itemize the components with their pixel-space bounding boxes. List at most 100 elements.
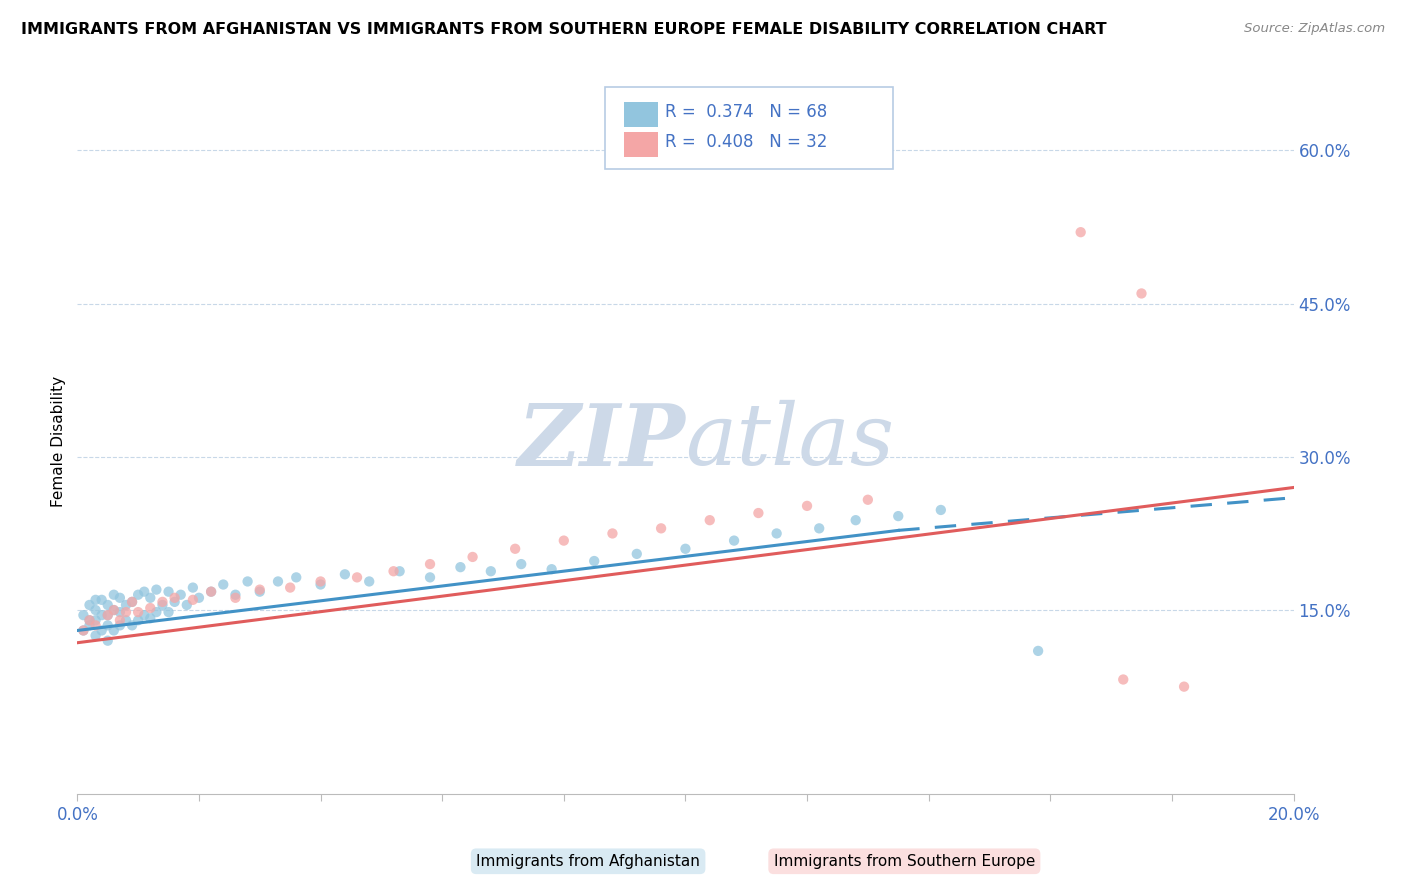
Point: [103, 588, 125, 602]
Point: [108, 613, 131, 627]
Point: [84, 629, 107, 643]
Point: [121, 595, 143, 609]
Point: [121, 618, 143, 632]
Point: [419, 570, 441, 584]
Point: [346, 570, 368, 584]
Point: [134, 608, 156, 623]
Point: [72, 624, 94, 638]
Point: [127, 588, 149, 602]
Point: [176, 598, 198, 612]
Point: [163, 591, 186, 605]
Point: [108, 591, 131, 605]
Point: [79, 618, 101, 632]
Point: [224, 591, 246, 605]
Point: [97, 618, 120, 632]
Point: [163, 595, 186, 609]
Point: [602, 526, 624, 541]
Point: [200, 584, 222, 599]
Point: [115, 598, 138, 612]
Point: [510, 557, 533, 571]
Point: [388, 564, 411, 578]
Point: [103, 624, 125, 638]
Point: [699, 513, 721, 527]
Point: [309, 574, 332, 589]
Point: [127, 613, 149, 627]
Text: Immigrants from Afghanistan: Immigrants from Afghanistan: [477, 854, 700, 869]
Point: [278, 581, 301, 595]
Point: [145, 605, 167, 619]
Point: [97, 598, 120, 612]
Point: [887, 509, 910, 524]
Point: [108, 605, 131, 619]
Point: [224, 588, 246, 602]
Point: [90, 592, 112, 607]
Point: [796, 499, 818, 513]
Point: [626, 547, 648, 561]
Point: [1070, 225, 1092, 239]
Point: [723, 533, 745, 548]
Point: [97, 608, 120, 623]
Point: [200, 584, 222, 599]
Point: [929, 503, 952, 517]
Point: [553, 533, 575, 548]
Point: [845, 513, 868, 527]
Point: [84, 592, 107, 607]
Point: [121, 595, 143, 609]
Point: [127, 605, 149, 619]
Point: [152, 595, 174, 609]
Point: [212, 577, 235, 591]
Point: [97, 633, 120, 648]
Point: [97, 608, 120, 623]
Point: [103, 603, 125, 617]
Point: [90, 624, 112, 638]
Point: [765, 526, 787, 541]
Point: [103, 603, 125, 617]
Point: [170, 588, 193, 602]
Point: [181, 592, 204, 607]
Point: [236, 574, 259, 589]
Point: [84, 613, 107, 627]
Point: [181, 581, 204, 595]
Point: [139, 611, 162, 625]
Point: [108, 618, 131, 632]
Point: [84, 603, 107, 617]
Point: [267, 574, 290, 589]
Text: IMMIGRANTS FROM AFGHANISTAN VS IMMIGRANTS FROM SOUTHERN EUROPE FEMALE DISABILITY: IMMIGRANTS FROM AFGHANISTAN VS IMMIGRANT…: [21, 22, 1107, 37]
Point: [309, 577, 332, 591]
Point: [747, 506, 769, 520]
Point: [152, 598, 174, 612]
Point: [139, 591, 162, 605]
Point: [249, 584, 271, 599]
Point: [72, 608, 94, 623]
Point: [115, 613, 138, 627]
Text: R =  0.374   N = 68: R = 0.374 N = 68: [665, 103, 827, 120]
Point: [419, 557, 441, 571]
Point: [157, 605, 180, 619]
Point: [157, 584, 180, 599]
Point: [1130, 286, 1153, 301]
Point: [79, 613, 101, 627]
Point: [1112, 673, 1135, 687]
Point: [115, 605, 138, 619]
Text: atlas: atlas: [686, 401, 894, 483]
Point: [285, 570, 308, 584]
Point: [333, 567, 356, 582]
Point: [139, 601, 162, 615]
Point: [479, 564, 502, 578]
Point: [90, 608, 112, 623]
Point: [79, 598, 101, 612]
Point: [1173, 680, 1195, 694]
Point: [382, 564, 405, 578]
Point: [249, 582, 271, 597]
Point: [856, 492, 879, 507]
Point: [540, 562, 562, 576]
Point: [1026, 644, 1049, 658]
Point: [461, 549, 484, 564]
Point: [134, 584, 156, 599]
Point: [188, 591, 211, 605]
Y-axis label: Female Disability: Female Disability: [51, 376, 66, 508]
Point: [449, 560, 471, 574]
Point: [583, 554, 606, 568]
Point: [84, 618, 107, 632]
Text: Source: ZipAtlas.com: Source: ZipAtlas.com: [1244, 22, 1385, 36]
